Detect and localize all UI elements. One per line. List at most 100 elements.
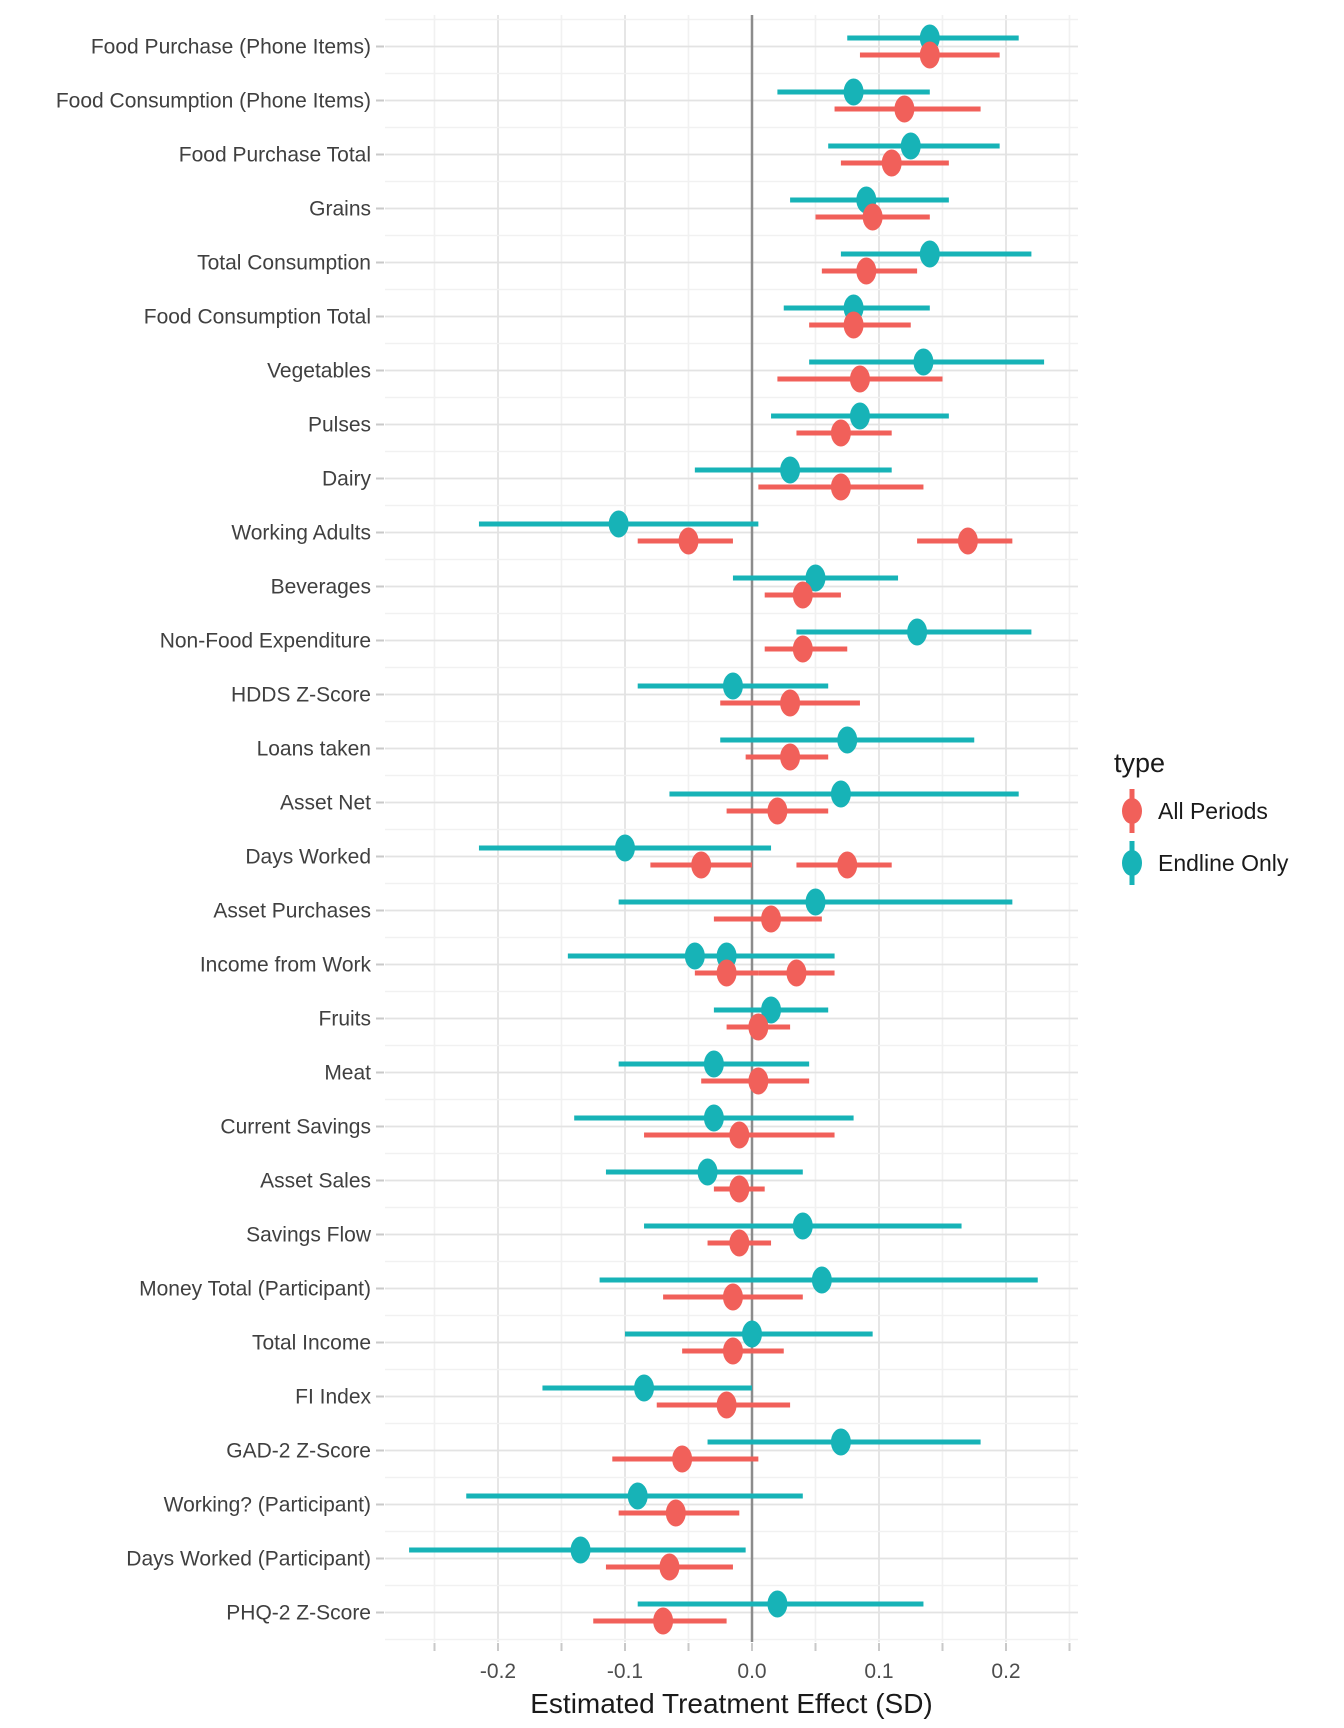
legend-entry-all-periods: All Periods (1112, 785, 1288, 837)
category-label: Dairy (322, 468, 372, 491)
x-tick-label: 0.0 (737, 1660, 766, 1683)
estimate-dot (748, 1013, 769, 1041)
estimate-dot (627, 1482, 648, 1510)
category-label: Income from Work (200, 954, 372, 977)
estimate-dot (767, 1590, 788, 1618)
estimate-dot (716, 1391, 737, 1419)
legend-label-endline-only: Endline Only (1158, 849, 1289, 876)
estimate-dot (805, 888, 826, 916)
estimate-dot (780, 743, 801, 771)
category-label: Asset Purchases (213, 900, 371, 923)
category-label: Current Savings (220, 1116, 371, 1139)
category-label: Grains (309, 198, 371, 221)
estimate-dot (653, 1607, 674, 1635)
category-label: Meat (324, 1062, 371, 1085)
estimate-dot (907, 618, 928, 646)
estimate-dot (792, 581, 813, 609)
category-label: Beverages (271, 576, 371, 599)
category-label: HDDS Z-Score (231, 684, 371, 707)
estimate-dot (729, 1175, 750, 1203)
estimate-dot (716, 959, 737, 987)
category-label: Vegetables (267, 360, 371, 383)
estimate-dot (780, 689, 801, 717)
estimate-dot (919, 240, 940, 268)
estimate-dot (703, 1104, 724, 1132)
category-label: Food Purchase (Phone Items) (91, 36, 371, 59)
estimate-dot (761, 905, 782, 933)
category-label: FI Index (295, 1386, 371, 1409)
estimate-dot (615, 834, 635, 862)
estimate-dot (837, 851, 858, 879)
category-label: PHQ-2 Z-Score (226, 1602, 371, 1625)
estimate-dot (608, 510, 629, 538)
legend-title: type (1114, 748, 1166, 778)
estimate-dot (811, 1266, 832, 1294)
legend-key-all-periods-icon (1122, 789, 1142, 833)
estimate-dot (786, 959, 807, 987)
category-label: Savings Flow (246, 1224, 372, 1247)
x-tick-label: 0.1 (864, 1660, 893, 1683)
estimate-dot (837, 726, 858, 754)
category-label: Total Income (252, 1332, 371, 1355)
category-label: Days Worked (Participant) (126, 1548, 371, 1571)
estimate-dot (894, 95, 915, 123)
estimate-dot (830, 1428, 851, 1456)
estimate-dot (843, 78, 864, 106)
category-label: GAD-2 Z-Score (226, 1440, 371, 1463)
estimate-dot (729, 1121, 750, 1149)
category-label: Fruits (319, 1008, 372, 1031)
estimate-dot (830, 473, 851, 501)
estimate-dot (849, 402, 870, 430)
estimate-dot (659, 1553, 680, 1581)
estimate-dot (849, 365, 870, 393)
estimate-dot (761, 996, 782, 1024)
estimate-dot (672, 1445, 693, 1473)
estimate-dot (697, 1158, 718, 1186)
category-label: Working Adults (231, 522, 371, 545)
estimate-dot (862, 203, 883, 231)
legend-entry-endline-only: Endline Only (1112, 837, 1288, 889)
estimate-dot (919, 41, 940, 69)
category-label: Pulses (308, 414, 371, 437)
estimate-dot (729, 1229, 750, 1257)
estimate-dot (665, 1499, 686, 1527)
estimate-dot (957, 527, 978, 555)
estimate-dot (691, 851, 712, 879)
estimate-dot (780, 456, 801, 484)
estimate-dot (722, 1337, 743, 1365)
x-tick-label: 0.2 (991, 1660, 1020, 1683)
estimate-dot (900, 132, 921, 160)
estimate-dot (742, 1320, 762, 1348)
estimate-dot (881, 149, 902, 177)
estimate-dot (678, 527, 699, 555)
x-tick-label: -0.1 (607, 1660, 643, 1683)
category-label: Asset Net (280, 792, 371, 815)
estimate-dot (843, 311, 864, 339)
category-label: Money Total (Participant) (139, 1278, 371, 1301)
category-label: Total Consumption (197, 252, 371, 275)
estimate-dot (722, 1283, 743, 1311)
estimate-dot (634, 1374, 655, 1402)
estimate-dot (913, 348, 934, 376)
category-label: Loans taken (257, 738, 371, 761)
estimate-dot (856, 257, 877, 285)
legend-key-endline-only-icon (1122, 841, 1142, 885)
category-label: Food Purchase Total (179, 144, 371, 167)
x-axis-title: Estimated Treatment Effect (SD) (530, 1688, 933, 1719)
estimate-dot (830, 419, 851, 447)
estimate-dot (792, 635, 813, 663)
category-label: Days Worked (245, 846, 371, 869)
category-label: Non-Food Expenditure (160, 630, 371, 653)
x-tick-label: -0.2 (480, 1660, 516, 1683)
estimate-dot (830, 780, 851, 808)
estimate-dot (792, 1212, 813, 1240)
estimate-dot (722, 672, 743, 700)
category-label: Food Consumption Total (144, 306, 371, 329)
legend-label-all-periods: All Periods (1158, 797, 1268, 824)
estimate-dot (570, 1536, 591, 1564)
estimate-dot (748, 1067, 769, 1095)
estimate-dot (805, 564, 826, 592)
estimate-dot (703, 1050, 724, 1078)
